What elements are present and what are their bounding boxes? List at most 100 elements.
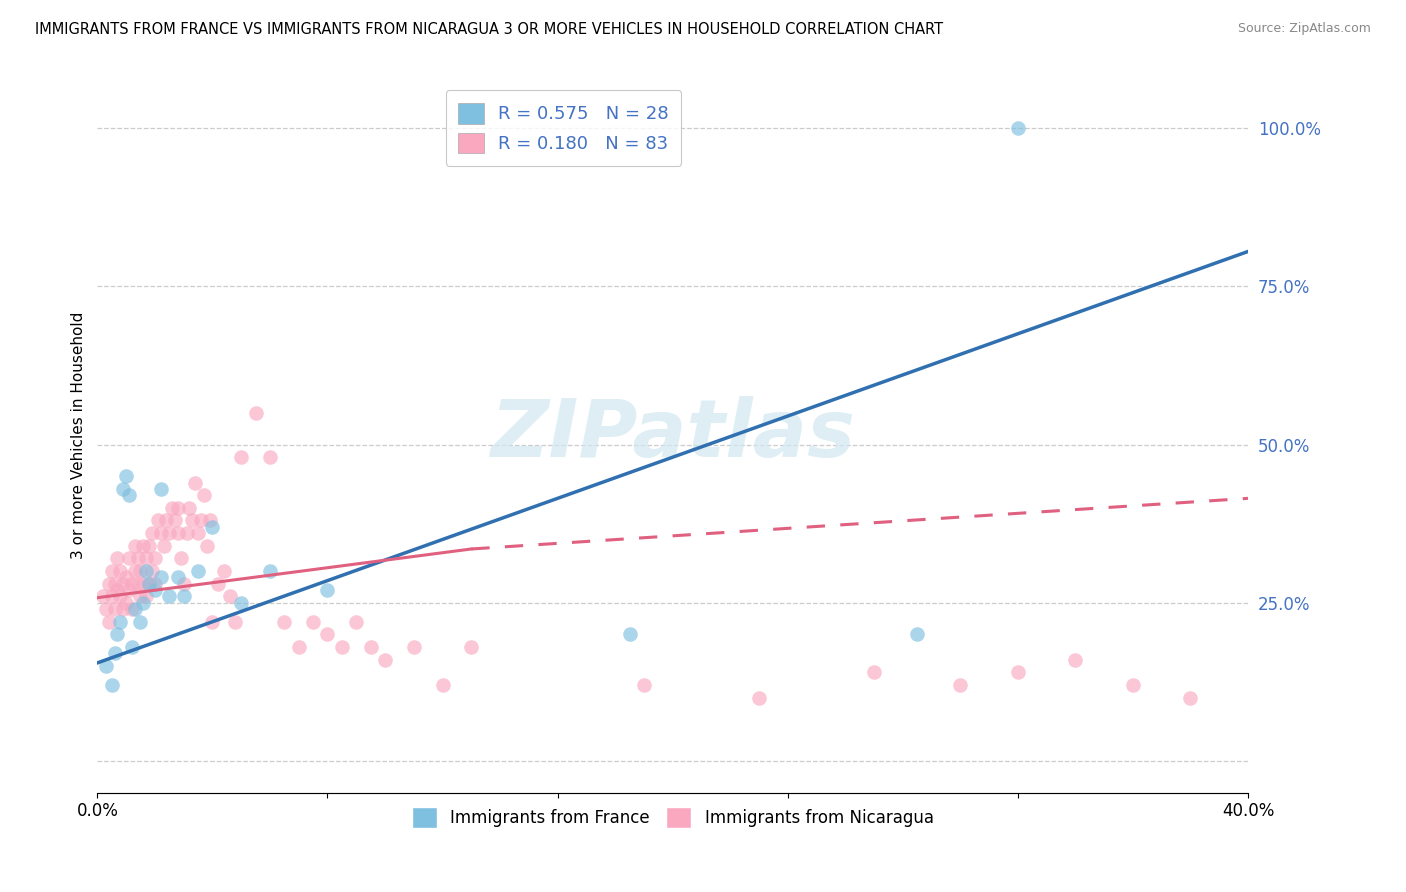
Point [97, 615, 120, 629]
Text: Source: ZipAtlas.com: Source: ZipAtlas.com [1237, 22, 1371, 36]
Point [198, 514, 221, 528]
Point [619, 627, 641, 641]
Point [135, 590, 157, 604]
Point [143, 583, 166, 598]
Point [94, 602, 117, 616]
Point [184, 475, 207, 490]
Point [167, 570, 190, 584]
Point [181, 514, 204, 528]
Point [135, 564, 157, 578]
Point [127, 551, 149, 566]
Point [100, 678, 122, 692]
Text: IMMIGRANTS FROM FRANCE VS IMMIGRANTS FROM NICARAGUA 3 OR MORE VEHICLES IN HOUSEH: IMMIGRANTS FROM FRANCE VS IMMIGRANTS FRO… [35, 22, 943, 37]
Point [905, 627, 928, 641]
Point [135, 551, 157, 566]
Point [273, 615, 295, 629]
Point [110, 615, 132, 629]
Point [330, 640, 353, 654]
Point [91, 590, 114, 604]
Point [132, 539, 155, 553]
Point [149, 570, 172, 584]
Point [138, 576, 160, 591]
Point [118, 583, 141, 598]
Point [107, 551, 129, 566]
Point [138, 539, 160, 553]
Point [97, 576, 120, 591]
Point [201, 520, 224, 534]
Point [748, 690, 770, 705]
Point [316, 583, 339, 598]
Point [115, 469, 138, 483]
Point [157, 526, 180, 541]
Point [201, 615, 224, 629]
Point [316, 627, 339, 641]
Point [173, 576, 195, 591]
Point [160, 500, 183, 515]
Point [302, 615, 325, 629]
Point [121, 602, 143, 616]
Point [176, 526, 198, 541]
Point [110, 564, 132, 578]
Point [104, 647, 127, 661]
Point [143, 551, 166, 566]
Point [173, 590, 195, 604]
Point [124, 564, 146, 578]
Point [402, 640, 425, 654]
Point [163, 514, 186, 528]
Point [94, 659, 117, 673]
Point [1007, 665, 1029, 680]
Point [124, 602, 146, 616]
Point [100, 590, 122, 604]
Point [190, 514, 212, 528]
Point [121, 576, 143, 591]
Point [121, 640, 143, 654]
Point [112, 482, 135, 496]
Point [212, 564, 235, 578]
Legend: Immigrants from France, Immigrants from Nicaragua: Immigrants from France, Immigrants from … [405, 801, 941, 834]
Point [155, 514, 177, 528]
Point [118, 488, 141, 502]
Y-axis label: 3 or more Vehicles in Household: 3 or more Vehicles in Household [72, 311, 86, 558]
Point [432, 678, 454, 692]
Point [115, 596, 138, 610]
Point [104, 602, 127, 616]
Text: ZIPatlas: ZIPatlas [491, 396, 855, 474]
Point [170, 551, 193, 566]
Point [187, 564, 209, 578]
Point [152, 539, 174, 553]
Point [633, 678, 655, 692]
Point [259, 564, 281, 578]
Point [138, 576, 160, 591]
Point [132, 576, 155, 591]
Point [1180, 690, 1202, 705]
Point [149, 526, 172, 541]
Point [157, 590, 180, 604]
Point [360, 640, 382, 654]
Point [245, 406, 267, 420]
Point [287, 640, 309, 654]
Point [195, 539, 218, 553]
Point [112, 602, 135, 616]
Point [100, 564, 122, 578]
Point [129, 564, 152, 578]
Point [167, 526, 190, 541]
Point [193, 488, 215, 502]
Point [224, 615, 246, 629]
Point [107, 583, 129, 598]
Point [460, 640, 482, 654]
Point [1122, 678, 1144, 692]
Point [949, 678, 972, 692]
Point [104, 576, 127, 591]
Point [141, 526, 163, 541]
Point [231, 596, 253, 610]
Point [259, 450, 281, 465]
Point [167, 500, 190, 515]
Point [127, 576, 149, 591]
Point [141, 564, 163, 578]
Point [179, 500, 201, 515]
Point [1064, 653, 1087, 667]
Point [231, 450, 253, 465]
Point [112, 576, 135, 591]
Point [218, 590, 240, 604]
Point [143, 576, 166, 591]
